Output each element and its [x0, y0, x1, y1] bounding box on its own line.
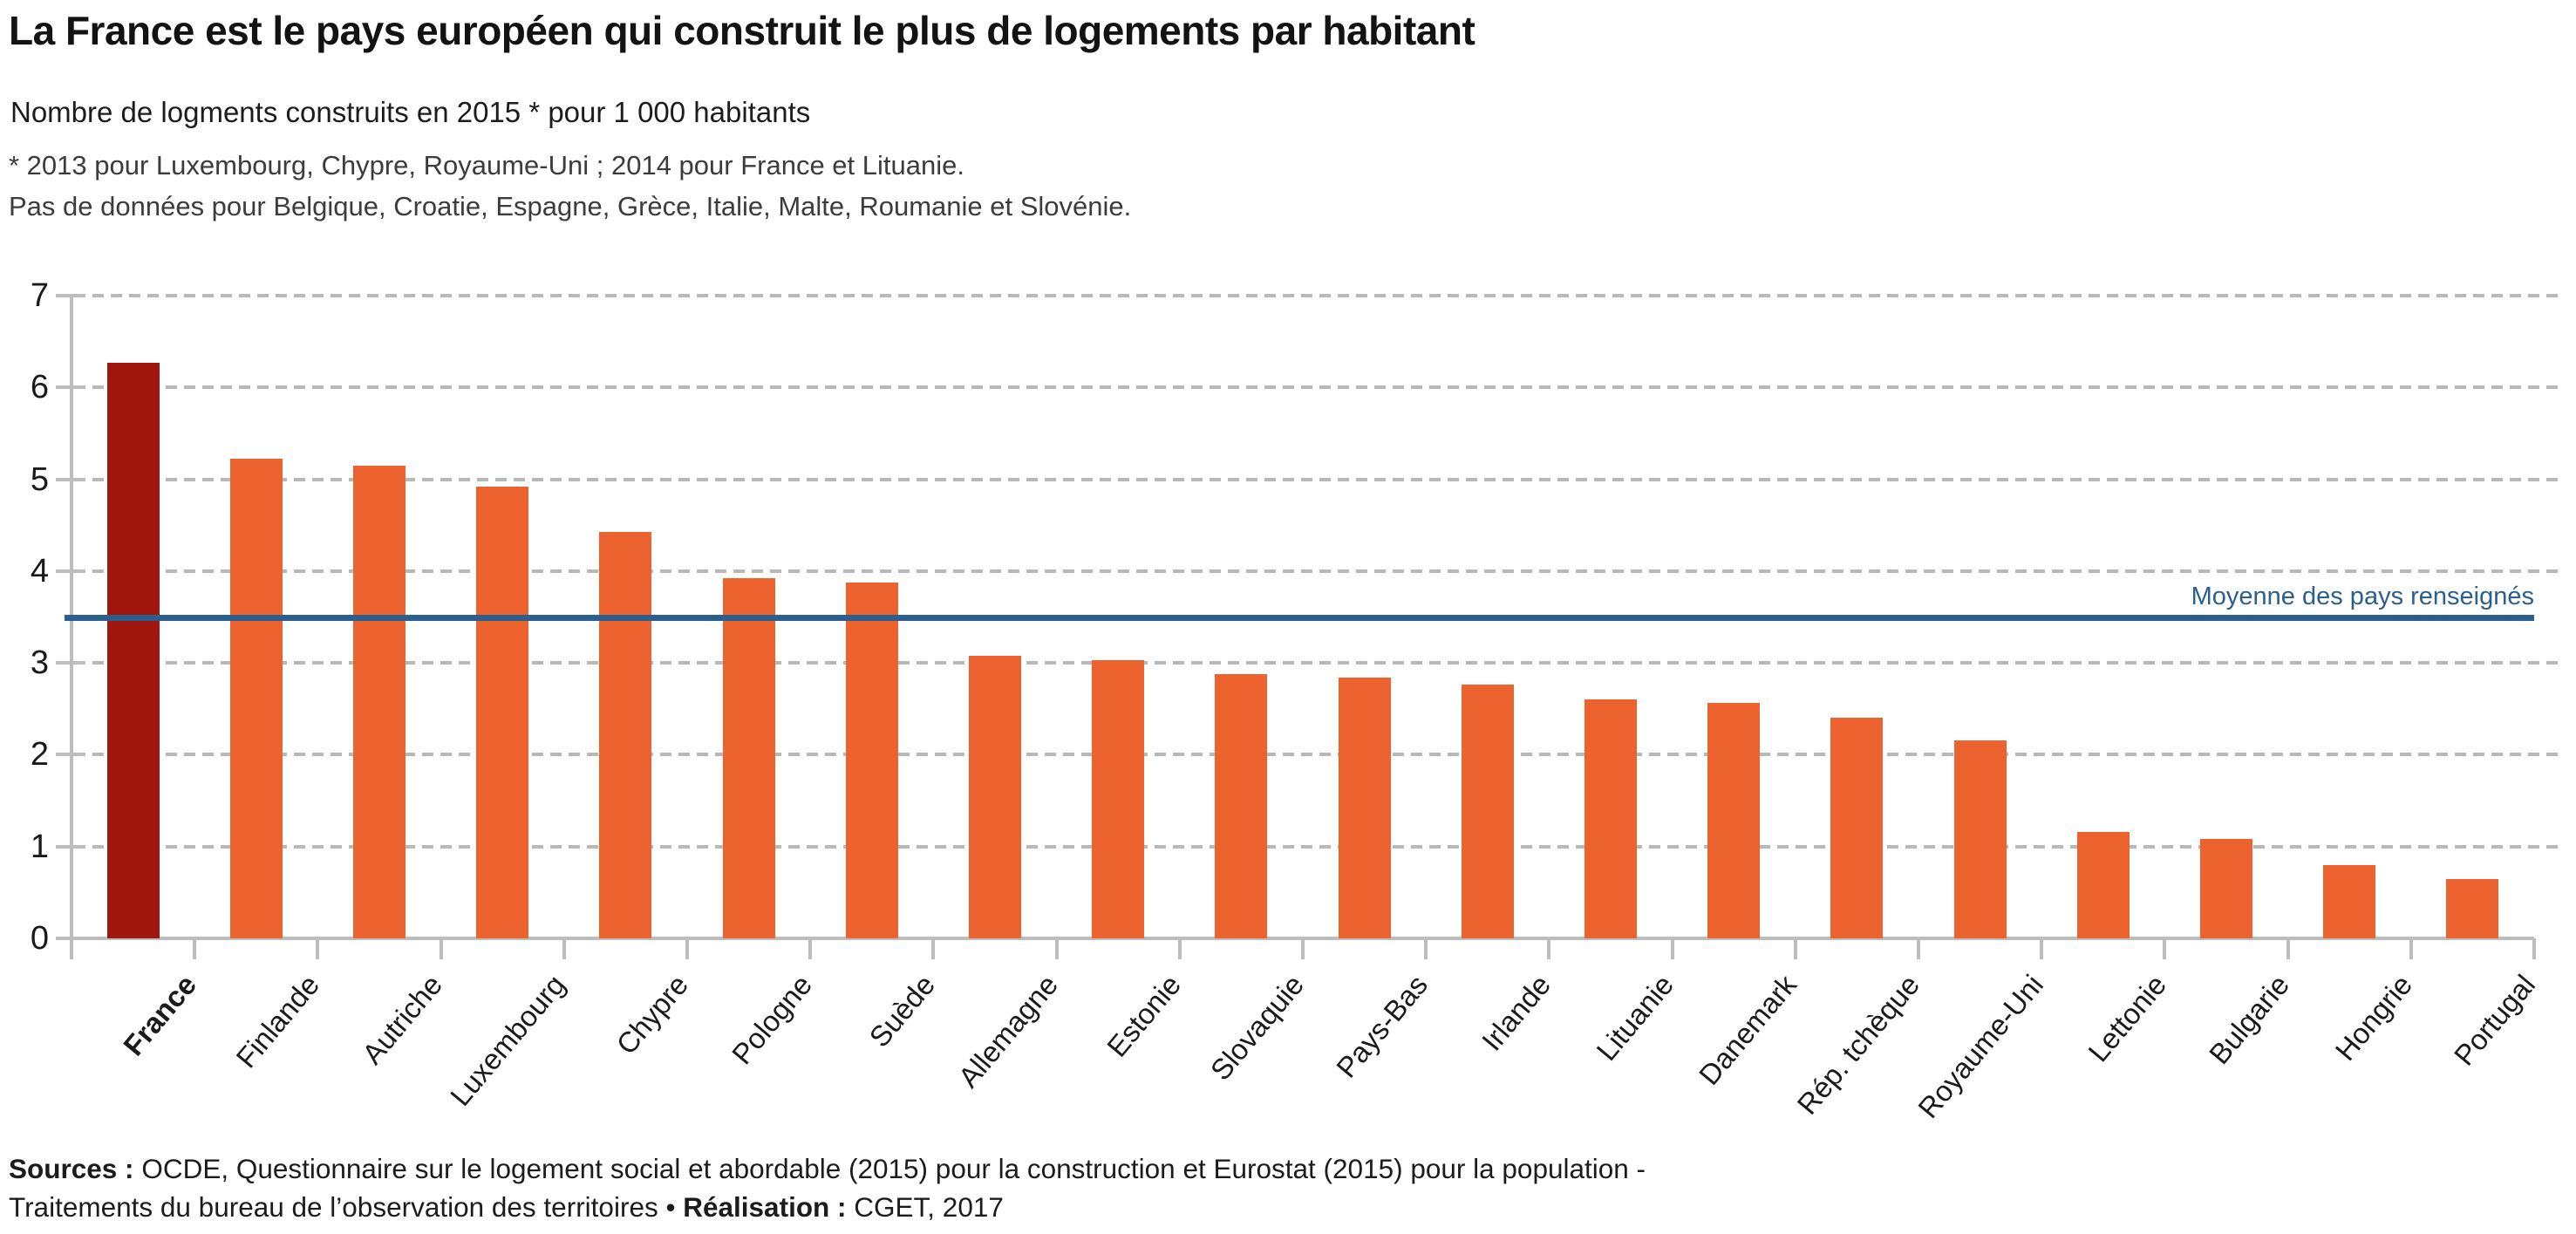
y-tick-5 — [56, 477, 85, 481]
realisation-prefix: Traitements du bureau de l’observation d… — [9, 1191, 684, 1223]
bar-rep-tcheque — [1830, 718, 1884, 938]
bar-suede — [845, 583, 898, 938]
sources-line-1: Sources : OCDE, Questionnaire sur le log… — [9, 1149, 1646, 1188]
gridline-3 — [56, 661, 2564, 665]
x-label-royaume-uni: Royaume-Uni — [1911, 968, 2049, 1124]
gridline-6 — [56, 385, 2564, 390]
x-tick-8 — [1054, 938, 1059, 959]
x-tick-7 — [931, 938, 936, 959]
bar-chypre — [599, 531, 652, 938]
y-tick-label-3: 3 — [30, 644, 49, 682]
bar-lettonie — [2076, 831, 2130, 938]
x-label-rep-tcheque: Rép. tchèque — [1790, 968, 1926, 1121]
bar-slovaquie — [1215, 673, 1268, 938]
realisation-label: Réalisation : — [683, 1191, 847, 1223]
average-line — [65, 615, 2534, 621]
gridline-4 — [56, 569, 2564, 573]
x-tick-10 — [1301, 938, 1305, 959]
bar-pays-bas — [1338, 677, 1391, 938]
x-tick-11 — [1424, 938, 1428, 959]
bar-luxembourg — [476, 486, 529, 938]
y-axis-line — [70, 293, 73, 958]
y-tick-label-2: 2 — [30, 736, 49, 774]
bar-hongrie — [2323, 864, 2376, 938]
y-tick-4 — [56, 569, 85, 573]
x-label-hongrie: Hongrie — [2328, 968, 2419, 1067]
y-tick-7 — [56, 293, 85, 297]
bar-france — [106, 362, 160, 938]
footnote-line-2: Pas de données pour Belgique, Croatie, E… — [9, 191, 1132, 222]
x-tick-19 — [2409, 938, 2413, 959]
bar-lituanie — [1584, 699, 1637, 938]
gridline-2 — [56, 753, 2564, 757]
y-tick-6 — [56, 385, 85, 390]
x-tick-2 — [316, 938, 320, 959]
chart-footnotes: * 2013 pour Luxembourg, Chypre, Royaume-… — [9, 145, 1131, 227]
sources-block: Sources : OCDE, Questionnaire sur le log… — [9, 1149, 1646, 1226]
bar-danemark — [1707, 703, 1761, 938]
x-tick-12 — [1547, 938, 1551, 959]
realisation-text: CGET, 2017 — [846, 1191, 1004, 1223]
y-tick-3 — [56, 661, 85, 665]
x-axis-line — [56, 937, 2534, 940]
bar-royaume-uni — [1953, 740, 2007, 938]
gridline-5 — [56, 477, 2564, 481]
gridline-7 — [56, 293, 2564, 297]
bar-bulgarie — [2200, 839, 2252, 938]
x-label-bulgarie: Bulgarie — [2202, 968, 2296, 1071]
page-title: La France est le pays européen qui const… — [9, 8, 1475, 53]
bar-finlande — [229, 459, 283, 938]
gridline-1 — [56, 844, 2564, 849]
x-tick-1 — [193, 938, 197, 959]
y-tick-2 — [56, 753, 85, 757]
y-tick-label-6: 6 — [30, 369, 49, 406]
x-tick-16 — [2040, 938, 2044, 959]
bar-autriche — [353, 465, 405, 938]
y-tick-label-0: 0 — [30, 920, 49, 957]
x-tick-14 — [1793, 938, 1797, 959]
x-tick-13 — [1670, 938, 1674, 959]
sources-label: Sources : — [9, 1153, 134, 1184]
x-tick-17 — [2163, 938, 2167, 959]
sources-line-2: Traitements du bureau de l’observation d… — [9, 1188, 1646, 1226]
y-tick-label-5: 5 — [30, 460, 49, 498]
footnote-line-1: * 2013 pour Luxembourg, Chypre, Royaume-… — [9, 150, 964, 181]
y-tick-label-4: 4 — [30, 552, 49, 590]
x-tick-3 — [439, 938, 443, 959]
y-tick-1 — [56, 844, 85, 849]
x-label-lettonie: Lettonie — [2082, 968, 2172, 1068]
x-tick-0 — [70, 938, 73, 959]
bar-estonie — [1092, 659, 1145, 938]
y-tick-label-7: 7 — [30, 276, 49, 314]
x-tick-4 — [562, 938, 566, 959]
bar-portugal — [2446, 878, 2499, 938]
chart-subtitle: Nombre de logments construits en 2015 * … — [10, 96, 811, 128]
x-label-portugal: Portugal — [2448, 968, 2542, 1072]
x-tick-5 — [685, 938, 689, 959]
bar-irlande — [1461, 685, 1514, 938]
x-tick-15 — [1917, 938, 1920, 959]
bar-pologne — [722, 578, 775, 938]
x-tick-6 — [808, 938, 813, 959]
bar-allemagne — [969, 655, 1021, 938]
sources-text: OCDE, Questionnaire sur le logement soci… — [133, 1153, 1646, 1184]
x-tick-9 — [1177, 938, 1182, 959]
x-tick-20 — [2532, 938, 2536, 959]
x-tick-18 — [2286, 938, 2290, 959]
y-tick-label-1: 1 — [30, 828, 49, 865]
average-line-label: Moyenne des pays renseignés — [2191, 583, 2534, 610]
